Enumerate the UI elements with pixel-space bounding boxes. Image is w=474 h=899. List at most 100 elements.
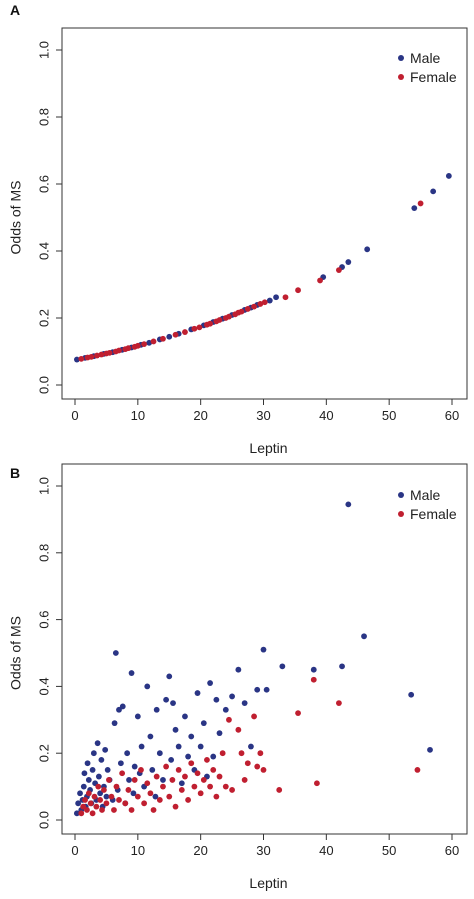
data-point — [339, 663, 345, 670]
data-point — [97, 790, 104, 797]
y-tick-label: 0.2 — [36, 309, 51, 327]
data-point — [238, 750, 245, 757]
data-point — [141, 800, 148, 807]
data-point — [263, 686, 270, 693]
data-point — [191, 783, 198, 790]
data-point — [191, 325, 198, 332]
data-point — [150, 338, 157, 345]
data-point — [276, 787, 283, 793]
data-point — [89, 810, 96, 817]
x-tick-label: 20 — [193, 408, 207, 423]
data-point — [91, 793, 98, 800]
data-point — [216, 773, 223, 780]
data-point — [197, 790, 204, 797]
x-axis-label: Leptin — [249, 440, 287, 456]
data-point — [160, 335, 166, 342]
y-tick-label: 0.6 — [36, 611, 51, 629]
data-point — [111, 807, 117, 813]
data-point — [364, 246, 371, 253]
data-point — [138, 743, 145, 750]
data-point — [210, 753, 217, 760]
data-point — [188, 760, 195, 767]
data-point — [134, 793, 141, 800]
data-point — [150, 807, 157, 813]
y-axis: 0.0 0.2 0.4 0.6 0.8 1.0 Odds of MS — [8, 477, 63, 829]
data-point — [260, 646, 267, 653]
legend-label: Female — [410, 506, 457, 522]
data-point — [216, 317, 223, 323]
data-point — [126, 777, 132, 783]
data-point — [101, 787, 107, 793]
data-point — [116, 797, 122, 803]
data-point — [113, 783, 120, 790]
data-point — [248, 743, 254, 750]
data-point — [94, 740, 101, 747]
data-point — [411, 205, 418, 212]
y-tick-label: 0.6 — [36, 175, 51, 193]
data-point — [222, 783, 229, 790]
data-point — [97, 797, 104, 803]
data-point — [175, 767, 182, 773]
data-point — [81, 770, 88, 777]
data-point — [445, 173, 452, 179]
data-point — [125, 787, 132, 793]
data-point — [116, 347, 122, 354]
data-point — [125, 345, 132, 352]
x-axis: 0 10 20 30 40 50 60 Leptin — [71, 398, 459, 456]
x-tick-label: 10 — [131, 408, 145, 423]
data-point — [130, 790, 137, 797]
data-point — [244, 760, 251, 767]
data-point — [160, 777, 166, 783]
legend: Male Female — [398, 50, 457, 85]
data-point — [207, 320, 213, 327]
data-point — [147, 790, 154, 797]
x-tick-label: 30 — [256, 843, 270, 858]
data-point — [95, 773, 102, 780]
data-point — [141, 341, 148, 348]
data-point — [260, 767, 267, 773]
data-point — [361, 633, 367, 640]
data-point — [204, 756, 210, 763]
data-point — [119, 770, 126, 777]
legend-label: Male — [410, 50, 441, 66]
data-point — [182, 713, 188, 720]
legend-marker — [398, 511, 404, 517]
data-point — [95, 783, 102, 790]
data-point — [295, 710, 301, 717]
data-point — [408, 691, 415, 698]
data-point — [153, 706, 160, 713]
data-point — [170, 700, 176, 706]
x-tick-label: 20 — [193, 843, 207, 858]
data-point — [131, 777, 138, 783]
data-point — [210, 767, 217, 773]
y-tick-label: 0.4 — [36, 677, 51, 695]
data-point — [102, 746, 109, 753]
y-tick-label: 0.4 — [36, 242, 51, 260]
data-point — [103, 793, 110, 800]
data-point — [194, 770, 201, 777]
x-axis: 0 10 20 30 40 50 60 Leptin — [71, 833, 459, 891]
data-point — [336, 267, 342, 273]
data-point — [185, 797, 192, 803]
data-point — [169, 777, 176, 783]
data-point — [207, 680, 213, 686]
data-point — [197, 743, 204, 750]
data-point — [138, 767, 144, 773]
series-male — [73, 173, 452, 363]
series-male — [73, 501, 433, 817]
data-point — [131, 763, 138, 770]
data-point — [163, 763, 170, 770]
data-point — [200, 777, 207, 783]
data-point — [156, 750, 163, 757]
data-point — [90, 750, 97, 757]
series-female — [78, 200, 424, 362]
data-point — [226, 716, 232, 723]
legend-label: Male — [410, 487, 441, 503]
data-point — [106, 777, 112, 783]
data-point — [244, 306, 251, 312]
data-point — [152, 793, 159, 800]
data-point — [414, 767, 421, 773]
data-point — [112, 650, 119, 656]
panel-b: B 0 10 20 30 40 50 60 Leptin 0.0 0.2 0.4 0.6 0.8 1.0 Od… — [8, 463, 468, 891]
data-point — [124, 750, 131, 757]
